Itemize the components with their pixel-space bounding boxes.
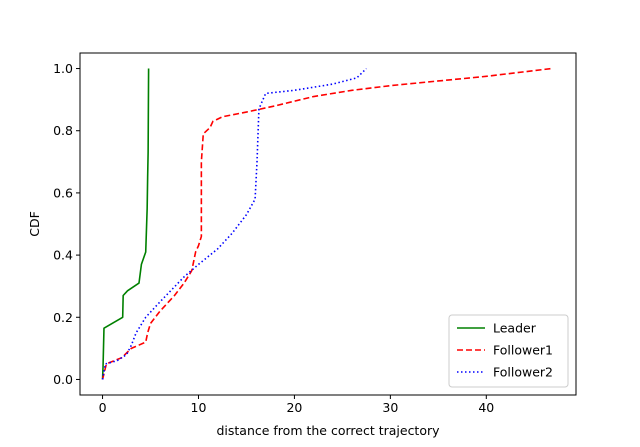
legend-box <box>448 314 569 388</box>
legend: Leader Follower1 Follower2 <box>448 314 569 388</box>
series-layer <box>101 67 552 380</box>
x-axis-label: distance from the correct trajectory <box>216 423 440 438</box>
series-line-follower1 <box>101 67 552 380</box>
x-axis: 0 10 20 30 40 <box>99 395 494 415</box>
x-tick-label: 20 <box>286 400 302 415</box>
legend-label: Follower1 <box>493 343 553 358</box>
legend-label: Leader <box>493 321 537 336</box>
y-axis-label: CDF <box>27 211 42 237</box>
plot-frame <box>79 52 577 396</box>
y-tick-label: 0.8 <box>53 123 73 138</box>
x-tick-label: 0 <box>99 400 107 415</box>
x-tick-label: 10 <box>191 400 207 415</box>
y-axis: 0.0 0.2 0.4 0.6 0.8 1.0 <box>53 61 80 387</box>
y-tick-label: 1.0 <box>53 61 73 76</box>
legend-label: Follower2 <box>493 365 553 380</box>
y-tick-label: 0.0 <box>53 372 73 387</box>
series-line-follower2 <box>101 67 367 380</box>
y-tick-label: 0.2 <box>53 310 73 325</box>
y-tick-label: 0.4 <box>53 248 73 263</box>
series-line-leader <box>101 68 150 380</box>
y-tick-label: 0.6 <box>53 185 73 200</box>
x-tick-label: 40 <box>478 400 494 415</box>
x-tick-label: 30 <box>382 400 398 415</box>
